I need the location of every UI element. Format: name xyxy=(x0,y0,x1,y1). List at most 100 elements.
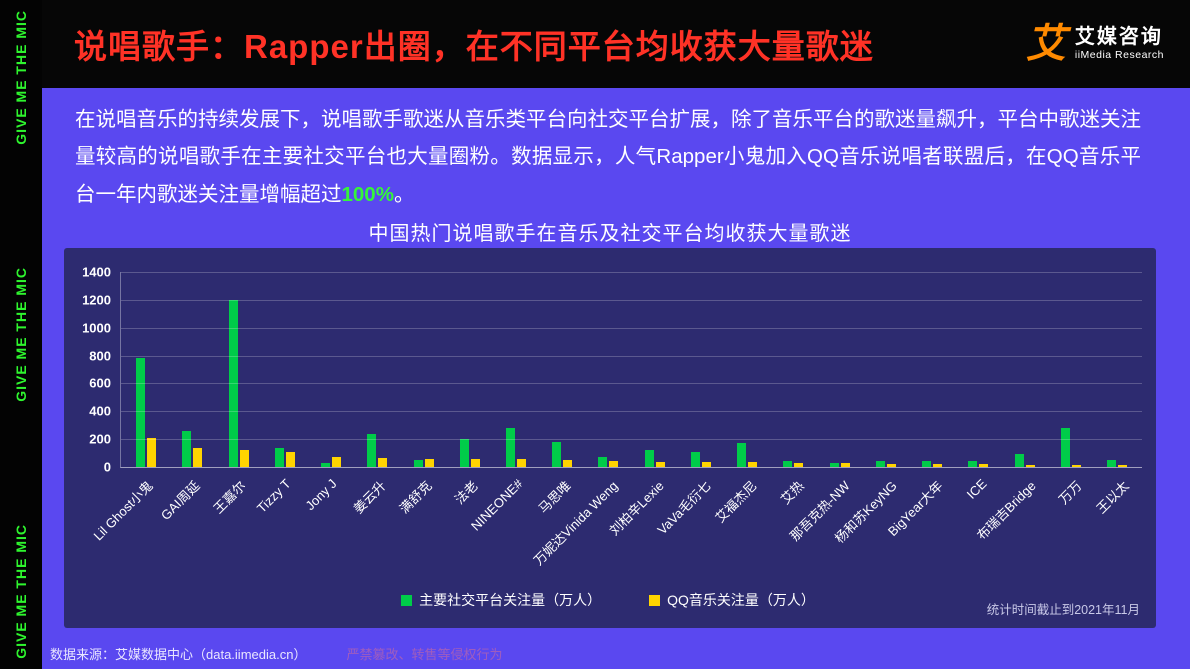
x-tick-label: 万万 xyxy=(1056,478,1086,508)
legend-label: QQ音乐关注量（万人） xyxy=(667,592,815,608)
logo-name: 艾媒咨询 xyxy=(1074,26,1163,49)
bar xyxy=(886,463,896,467)
legend-item: QQ音乐关注量（万人） xyxy=(649,590,815,610)
bar xyxy=(829,462,839,467)
intro-text: 在说唱音乐的持续发展下，说唱歌手歌迷从音乐类平台向社交平台扩展，除了音乐平台的歌… xyxy=(75,108,1141,206)
gridline xyxy=(121,355,1142,357)
bar-group xyxy=(447,439,493,467)
y-tick-label: 800 xyxy=(89,348,111,364)
bar-group xyxy=(169,430,215,467)
x-tick-label: 王以太 xyxy=(1093,478,1132,517)
legend-swatch-icon xyxy=(401,594,413,606)
side-banner: GIVE ME THE MIC GIVE ME THE MIC GIVE ME … xyxy=(0,0,42,669)
bar-group xyxy=(539,441,585,467)
bar xyxy=(794,462,804,467)
bar xyxy=(136,358,146,467)
bar-group xyxy=(770,461,816,467)
bar xyxy=(239,450,249,467)
iimedia-logo: 艾 艾媒咨询 iiMedia Research xyxy=(1026,24,1164,64)
bar-group xyxy=(955,461,1001,467)
x-tick-label: 马思唯 xyxy=(535,478,575,517)
bar-group xyxy=(632,450,678,467)
bar xyxy=(1025,464,1035,467)
bar-group xyxy=(863,461,909,467)
bar xyxy=(285,451,295,467)
intro-highlight: 100% xyxy=(341,182,394,206)
bar xyxy=(459,439,469,467)
bar xyxy=(378,457,388,467)
bar-group xyxy=(215,299,261,467)
bar xyxy=(147,437,157,467)
bar-group xyxy=(817,462,863,467)
bar xyxy=(922,461,932,467)
x-tick-label: Jony J xyxy=(302,476,340,514)
banner-text: GIVE ME THE MIC xyxy=(13,267,29,402)
y-axis-labels: 0 200 400 600 800 1000 1200 1400 xyxy=(74,265,120,475)
bar-group xyxy=(1094,460,1140,467)
x-tick-label: 艾福杰尼 xyxy=(712,478,760,526)
y-tick-label: 1200 xyxy=(82,292,111,308)
bar xyxy=(193,447,203,467)
plot-area xyxy=(120,272,1142,468)
legend-item: 主要社交平台关注量（万人） xyxy=(401,590,601,610)
bar-group xyxy=(354,433,400,467)
bar-group xyxy=(1001,454,1047,467)
x-tick-label: 艾热 xyxy=(777,478,807,508)
bar xyxy=(748,462,758,467)
bar xyxy=(182,430,192,467)
bar xyxy=(655,461,665,467)
bar xyxy=(933,463,943,467)
bar xyxy=(367,433,377,467)
stat-note: 统计时间截止到2021年11月 xyxy=(986,603,1140,617)
x-tick-label: 满舒克 xyxy=(396,478,435,517)
y-tick-label: 400 xyxy=(89,403,111,419)
bar xyxy=(470,459,480,467)
y-tick-label: 600 xyxy=(89,375,111,391)
y-tick-label: 0 xyxy=(103,459,111,475)
legend-label: 主要社交平台关注量（万人） xyxy=(419,592,602,608)
bar-group xyxy=(585,457,631,467)
x-tick-label: 王嘉尔 xyxy=(210,478,249,517)
x-tick-label: Tizzy T xyxy=(253,476,294,516)
bar xyxy=(321,462,331,467)
intro-paragraph: 在说唱音乐的持续发展下，说唱歌手歌迷从音乐类平台向社交平台扩展，除了音乐平台的歌… xyxy=(75,101,1141,213)
bar xyxy=(783,461,793,467)
bar xyxy=(274,447,284,467)
chart-title: 中国热门说唱歌手在音乐及社交平台均收获大量歌迷 xyxy=(368,223,852,245)
bar xyxy=(1060,428,1070,467)
bar xyxy=(598,457,608,467)
x-tick-label: 姜云升 xyxy=(350,478,389,517)
x-axis-labels: Lil Ghost小鬼 GAI周延 王嘉尔 Tizzy T Jony J 姜云升 满舒克 法老… xyxy=(91,468,1142,588)
bar xyxy=(875,461,885,467)
gridline xyxy=(121,411,1142,413)
bar xyxy=(840,463,850,467)
bar xyxy=(332,457,342,467)
bar xyxy=(1014,454,1024,467)
gridline xyxy=(121,299,1142,301)
legend: 主要社交平台关注量（万人） QQ音乐关注量（万人） xyxy=(74,590,1142,610)
gridline xyxy=(121,272,1142,273)
y-tick-label: 200 xyxy=(89,431,111,447)
y-tick-label: 1000 xyxy=(82,320,111,336)
bar-group xyxy=(262,447,308,467)
gridline xyxy=(121,439,1142,441)
intro-text-end: 。 xyxy=(393,182,415,206)
bar xyxy=(413,460,423,467)
bar xyxy=(701,462,711,467)
bar-group xyxy=(1048,428,1094,467)
bar-group xyxy=(123,358,169,467)
bar xyxy=(424,458,434,467)
bar xyxy=(563,460,573,467)
x-tick-label: GAI周延 xyxy=(157,478,203,523)
banner-text: GIVE ME THE MIC xyxy=(13,524,29,659)
bar xyxy=(644,450,654,467)
bar xyxy=(552,441,562,467)
banner-text: GIVE ME THE MIC xyxy=(13,10,29,145)
gridline xyxy=(121,327,1142,329)
bar xyxy=(609,461,619,467)
logo-subtitle: iiMedia Research xyxy=(1074,49,1164,62)
bar xyxy=(690,451,700,467)
iimedia-logo-icon: 艾 xyxy=(1025,22,1066,66)
watermark: 严禁篡改、转售等侵权行为 xyxy=(346,647,503,662)
